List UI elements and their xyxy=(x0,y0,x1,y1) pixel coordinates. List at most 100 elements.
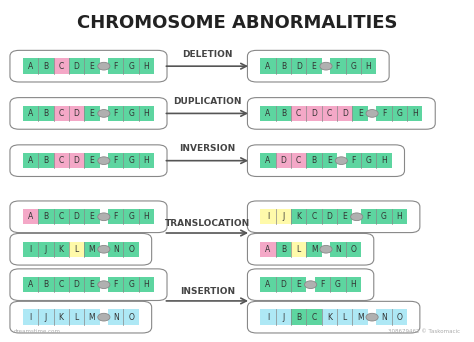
FancyBboxPatch shape xyxy=(306,106,322,121)
Text: A: A xyxy=(265,156,271,165)
Text: C: C xyxy=(311,212,317,221)
Text: B: B xyxy=(281,245,286,254)
Text: H: H xyxy=(381,156,387,165)
FancyBboxPatch shape xyxy=(346,241,361,257)
Text: G: G xyxy=(128,62,134,71)
Text: J: J xyxy=(282,313,284,322)
Text: D: D xyxy=(73,280,80,289)
Text: E: E xyxy=(90,62,94,71)
Text: D: D xyxy=(73,212,80,221)
FancyBboxPatch shape xyxy=(54,209,69,224)
FancyBboxPatch shape xyxy=(84,58,100,74)
Text: F: F xyxy=(320,280,325,289)
FancyBboxPatch shape xyxy=(54,106,69,121)
FancyBboxPatch shape xyxy=(260,209,276,224)
FancyBboxPatch shape xyxy=(346,58,361,74)
FancyBboxPatch shape xyxy=(260,277,276,292)
Text: INSERTION: INSERTION xyxy=(180,287,235,295)
Text: C: C xyxy=(59,212,64,221)
FancyBboxPatch shape xyxy=(23,58,38,74)
Text: F: F xyxy=(351,156,356,165)
Text: A: A xyxy=(28,62,33,71)
FancyBboxPatch shape xyxy=(84,277,100,292)
FancyBboxPatch shape xyxy=(276,58,291,74)
Text: A: A xyxy=(265,245,271,254)
FancyBboxPatch shape xyxy=(322,106,337,121)
Text: E: E xyxy=(358,109,363,118)
Text: J: J xyxy=(282,212,284,221)
FancyBboxPatch shape xyxy=(84,106,100,121)
FancyBboxPatch shape xyxy=(69,106,84,121)
Text: D: D xyxy=(281,280,286,289)
FancyBboxPatch shape xyxy=(330,241,346,257)
Text: G: G xyxy=(335,280,341,289)
Text: M: M xyxy=(357,313,364,322)
Text: A: A xyxy=(28,280,33,289)
FancyBboxPatch shape xyxy=(291,209,306,224)
Text: L: L xyxy=(297,245,301,254)
FancyBboxPatch shape xyxy=(139,106,154,121)
FancyBboxPatch shape xyxy=(322,209,337,224)
FancyBboxPatch shape xyxy=(260,58,276,74)
FancyBboxPatch shape xyxy=(38,58,54,74)
FancyBboxPatch shape xyxy=(23,241,38,257)
Text: N: N xyxy=(113,313,118,322)
FancyBboxPatch shape xyxy=(276,106,291,121)
Text: H: H xyxy=(412,109,418,118)
Text: I: I xyxy=(267,212,269,221)
Text: CHROMOSOME ABNORMALITIES: CHROMOSOME ABNORMALITIES xyxy=(77,14,397,32)
Circle shape xyxy=(304,281,317,289)
FancyBboxPatch shape xyxy=(306,209,322,224)
FancyBboxPatch shape xyxy=(69,58,84,74)
Text: E: E xyxy=(90,212,94,221)
Circle shape xyxy=(366,313,378,321)
Circle shape xyxy=(98,213,110,221)
FancyBboxPatch shape xyxy=(54,153,69,168)
FancyBboxPatch shape xyxy=(247,50,389,82)
Text: A: A xyxy=(28,109,33,118)
FancyBboxPatch shape xyxy=(54,58,69,74)
Text: N: N xyxy=(113,245,118,254)
Circle shape xyxy=(98,246,110,253)
FancyBboxPatch shape xyxy=(337,310,353,325)
Text: F: F xyxy=(114,212,118,221)
Text: C: C xyxy=(59,109,64,118)
Text: F: F xyxy=(114,156,118,165)
FancyBboxPatch shape xyxy=(392,310,407,325)
Text: L: L xyxy=(74,245,79,254)
FancyBboxPatch shape xyxy=(260,153,276,168)
FancyBboxPatch shape xyxy=(108,58,123,74)
Text: D: D xyxy=(296,62,301,71)
FancyBboxPatch shape xyxy=(247,301,420,333)
Text: E: E xyxy=(90,109,94,118)
FancyBboxPatch shape xyxy=(108,241,123,257)
FancyBboxPatch shape xyxy=(123,310,139,325)
FancyBboxPatch shape xyxy=(322,153,337,168)
Text: B: B xyxy=(43,212,48,221)
Circle shape xyxy=(98,281,110,289)
Text: E: E xyxy=(312,62,317,71)
FancyBboxPatch shape xyxy=(10,201,167,233)
Circle shape xyxy=(366,109,378,117)
FancyBboxPatch shape xyxy=(247,97,435,129)
FancyBboxPatch shape xyxy=(69,310,84,325)
FancyBboxPatch shape xyxy=(69,209,84,224)
FancyBboxPatch shape xyxy=(23,106,38,121)
FancyBboxPatch shape xyxy=(392,106,407,121)
FancyBboxPatch shape xyxy=(376,153,392,168)
FancyBboxPatch shape xyxy=(361,209,376,224)
FancyBboxPatch shape xyxy=(23,209,38,224)
FancyBboxPatch shape xyxy=(84,241,100,257)
Text: F: F xyxy=(382,109,386,118)
FancyBboxPatch shape xyxy=(376,209,392,224)
FancyBboxPatch shape xyxy=(276,277,291,292)
FancyBboxPatch shape xyxy=(108,106,123,121)
Text: B: B xyxy=(296,313,301,322)
FancyBboxPatch shape xyxy=(315,277,330,292)
Text: H: H xyxy=(144,280,149,289)
Circle shape xyxy=(320,62,332,70)
Text: D: D xyxy=(73,156,80,165)
Text: E: E xyxy=(342,212,347,221)
FancyBboxPatch shape xyxy=(247,234,374,265)
FancyBboxPatch shape xyxy=(322,310,337,325)
